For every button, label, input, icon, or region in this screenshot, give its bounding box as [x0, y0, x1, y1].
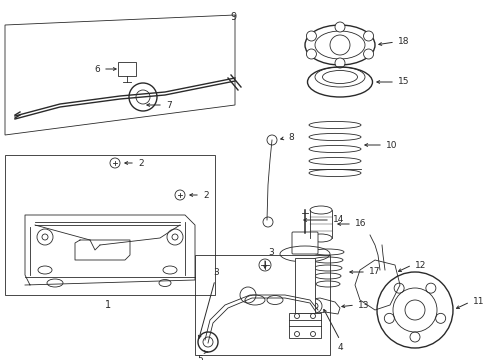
Text: 16: 16 [355, 220, 367, 229]
Text: 15: 15 [398, 77, 410, 86]
Circle shape [136, 90, 150, 104]
Text: 2: 2 [138, 158, 144, 167]
Text: 11: 11 [473, 297, 485, 306]
FancyBboxPatch shape [289, 313, 321, 338]
Text: 2: 2 [203, 190, 209, 199]
Text: 7: 7 [166, 100, 172, 109]
Circle shape [364, 49, 373, 59]
Circle shape [306, 49, 317, 59]
Circle shape [306, 31, 317, 41]
Text: 5: 5 [197, 355, 203, 360]
FancyBboxPatch shape [292, 232, 318, 254]
Text: 4: 4 [338, 343, 343, 352]
Text: 9: 9 [230, 12, 236, 22]
Text: 8: 8 [288, 134, 294, 143]
FancyBboxPatch shape [295, 258, 315, 313]
Circle shape [364, 31, 373, 41]
Text: 6: 6 [94, 64, 100, 73]
Text: 17: 17 [369, 267, 381, 276]
Text: 3: 3 [213, 268, 219, 277]
Circle shape [335, 22, 345, 32]
Circle shape [335, 58, 345, 68]
Text: 12: 12 [415, 261, 426, 270]
Text: 3: 3 [268, 248, 274, 257]
FancyBboxPatch shape [118, 62, 136, 76]
Text: 14: 14 [333, 216, 344, 225]
Text: 18: 18 [398, 37, 410, 46]
Text: 10: 10 [386, 140, 397, 149]
Text: 1: 1 [105, 300, 111, 310]
Text: 13: 13 [358, 301, 369, 310]
